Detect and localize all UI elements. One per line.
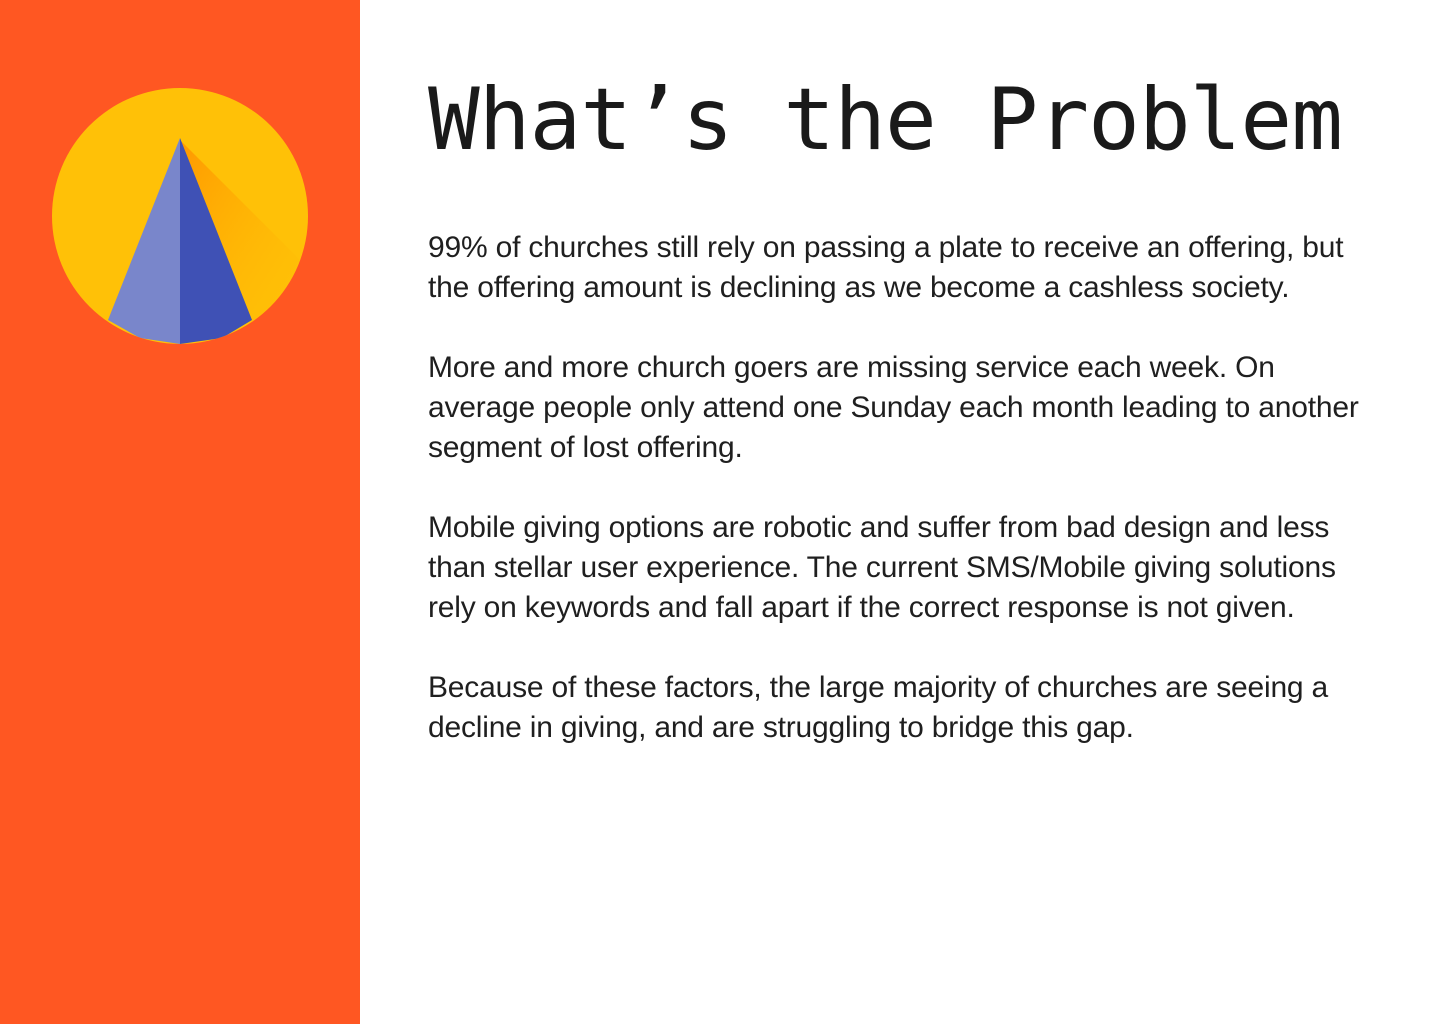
paragraph: 99% of churches still rely on passing a …	[428, 231, 1344, 304]
paragraph: Mobile giving options are robotic and su…	[428, 511, 1336, 624]
main-content: What’s the Problem 99% of churches still…	[428, 0, 1388, 1024]
sidebar	[0, 0, 360, 1024]
paragraph: Because of these factors, the large majo…	[428, 671, 1329, 744]
paragraph: More and more church goers are missing s…	[428, 351, 1359, 464]
body-text: 99% of churches still rely on passing a …	[428, 228, 1378, 788]
logo-pyramid-left-face	[108, 138, 180, 344]
logo-pyramid-right-face	[180, 138, 252, 344]
logo-shadow	[180, 140, 308, 344]
circle-pyramid-logo-icon	[52, 88, 308, 344]
page-title: What’s the Problem	[428, 70, 1343, 170]
